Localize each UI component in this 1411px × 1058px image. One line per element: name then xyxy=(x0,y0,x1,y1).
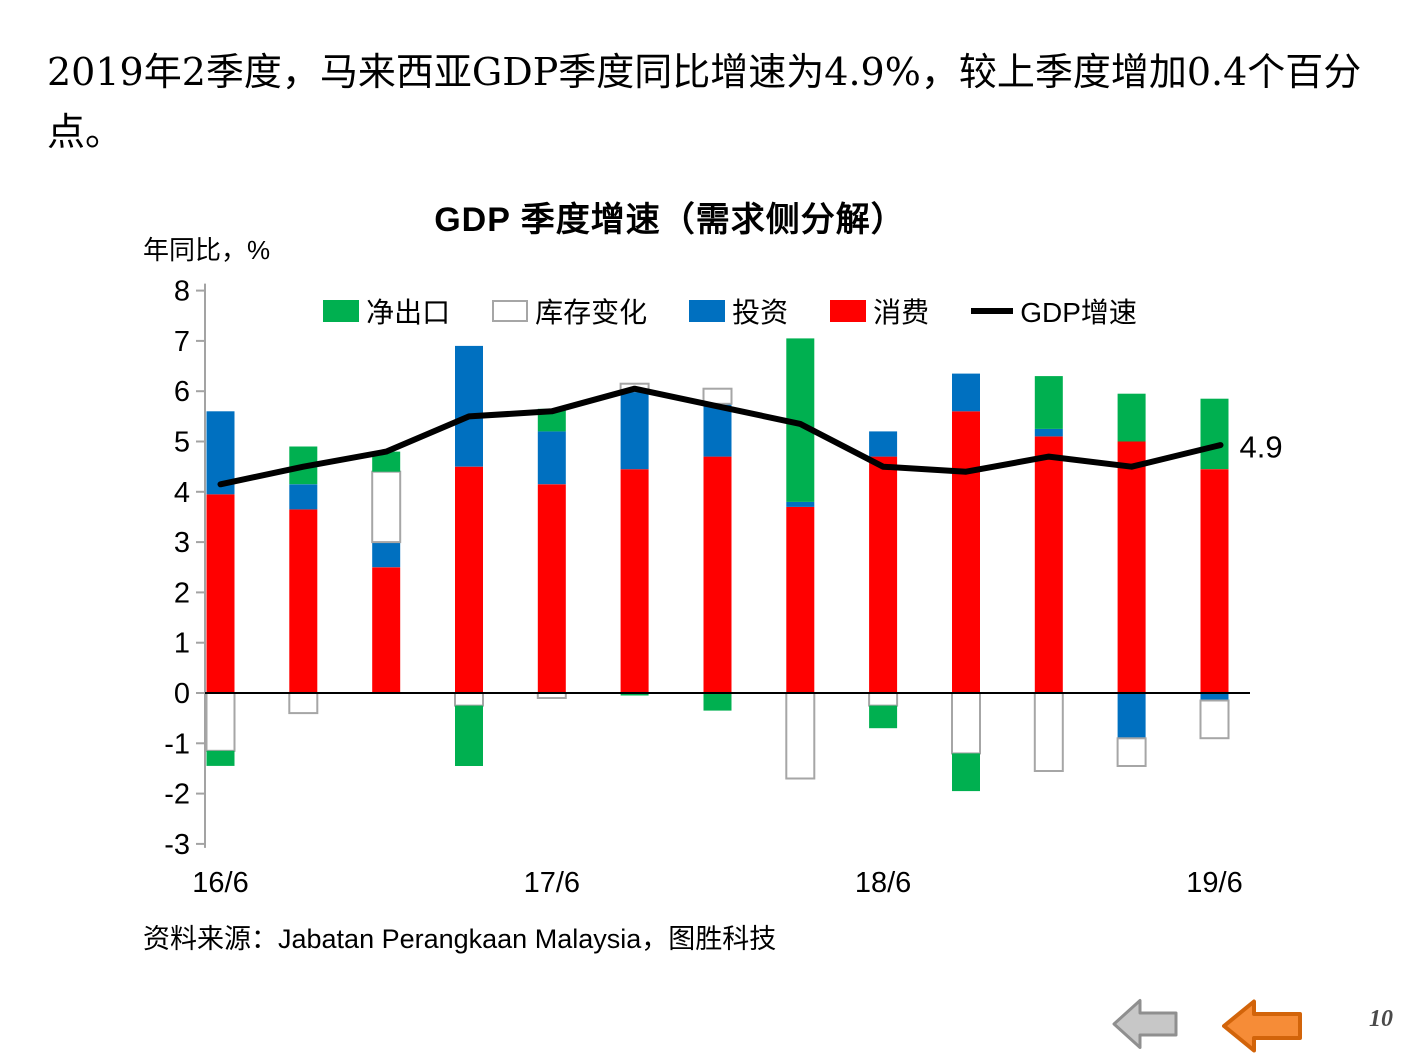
y-axis-tick-label: 3 xyxy=(174,527,190,559)
y-axis-tick-label: 4 xyxy=(174,477,190,509)
bar-segment-consumption-19/3 xyxy=(1117,441,1146,693)
bar-segment-net-exports-19/3 xyxy=(1117,393,1146,442)
bar-segment-inventory-change-19/6 xyxy=(1199,699,1230,740)
y-axis-tick-label: 0 xyxy=(174,678,190,710)
bar-segment-consumption-16/6 xyxy=(206,494,235,693)
bar-segment-consumption-19/6 xyxy=(1200,469,1229,693)
bar-segment-investment-18/9 xyxy=(952,373,980,412)
bar-segment-consumption-18/9 xyxy=(952,411,980,693)
x-axis-tick-label: 19/6 xyxy=(1186,867,1242,899)
bar-segment-investment-19/6 xyxy=(1200,693,1229,701)
legend-item-gdp-growth: GDP增速 xyxy=(971,291,1137,331)
y-axis-tick-label: -3 xyxy=(164,829,190,861)
bar-segment-investment-17/9 xyxy=(620,391,649,470)
bar-segment-consumption-17/3 xyxy=(455,466,483,693)
legend-label: 库存变化 xyxy=(535,297,648,328)
bar-segment-net-exports-16/12 xyxy=(372,451,401,472)
bar-segment-consumption-16/9 xyxy=(289,509,318,693)
bar-segment-consumption-16/12 xyxy=(372,567,401,694)
bar-segment-inventory-change-16/12 xyxy=(371,470,402,544)
prev-slide-arrow-orange[interactable] xyxy=(1222,999,1302,1058)
y-axis-tick-label: 8 xyxy=(174,276,190,308)
bar-segment-net-exports-17/12 xyxy=(703,693,732,711)
bar-segment-inventory-change-18/3 xyxy=(785,692,816,780)
y-axis-tick-label: -1 xyxy=(164,728,190,760)
bar-segment-investment-18/3 xyxy=(786,501,815,507)
bar-segment-net-exports-19/6 xyxy=(1200,398,1229,470)
legend-item-investment: 投资 xyxy=(689,291,788,331)
y-axis-tick-label: 6 xyxy=(174,376,190,408)
legend-color-swatch xyxy=(830,300,867,322)
prev-slide-arrow-gray[interactable] xyxy=(1112,997,1178,1056)
bar-segment-consumption-17/9 xyxy=(620,469,649,693)
y-axis-tick-label: -2 xyxy=(164,779,190,811)
bar-segment-investment-19/3 xyxy=(1117,693,1146,739)
bar-segment-investment-18/12 xyxy=(1034,428,1063,437)
legend-label: 净出口 xyxy=(366,297,451,328)
bar-segment-inventory-change-16/6 xyxy=(205,692,236,752)
bar-segment-inventory-change-19/3 xyxy=(1116,737,1147,767)
y-axis-tick-label: 1 xyxy=(174,628,190,660)
bar-segment-inventory-change-18/12 xyxy=(1033,692,1064,772)
legend-item-consumption: 消费 xyxy=(830,291,929,331)
bar-segment-investment-16/12 xyxy=(372,542,401,568)
legend-line-swatch xyxy=(971,308,1014,314)
bar-segment-net-exports-17/9 xyxy=(620,693,649,696)
bar-segment-consumption-17/6 xyxy=(537,484,566,693)
page-number: 10 xyxy=(1369,1006,1393,1032)
y-axis-unit-label: 年同比，% xyxy=(143,235,271,265)
left-arrow-icon xyxy=(1112,999,1178,1049)
chart-legend: 净出口 库存变化 投资 消费 GDP增速 xyxy=(140,291,1320,331)
chart-title: GDP 季度增速（需求侧分解） xyxy=(434,201,906,239)
bar-segment-net-exports-16/6 xyxy=(206,750,235,766)
legend-color-swatch xyxy=(323,300,360,322)
bar-segment-consumption-18/3 xyxy=(786,506,815,693)
bar-segment-net-exports-18/12 xyxy=(1034,376,1063,429)
bar-segment-inventory-change-17/3 xyxy=(454,692,484,707)
bar-segment-investment-17/12 xyxy=(703,403,732,457)
bar-segment-inventory-change-18/9 xyxy=(951,692,981,755)
legend-color-swatch xyxy=(689,300,726,322)
gdp-growth-line xyxy=(217,385,1224,488)
bar-segment-net-exports-18/9 xyxy=(952,753,980,792)
x-axis-tick-label: 17/6 xyxy=(524,867,580,899)
bar-segment-consumption-18/6 xyxy=(869,456,898,693)
gdp-demand-decomposition-chart: 8 7 6 5 4 3 2 1 0 -1 -2 -316/6 17/6 18/6 19/6 4.9 xyxy=(164,276,1283,899)
legend-item-net-exports: 净出口 xyxy=(323,291,450,331)
bar-segment-consumption-17/12 xyxy=(703,456,732,693)
bar-segment-investment-18/6 xyxy=(869,431,898,457)
y-axis-tick-label: 7 xyxy=(174,326,190,358)
x-axis-tick-label: 16/6 xyxy=(192,867,248,899)
y-axis-tick-label: 5 xyxy=(174,427,190,459)
slide-heading: 2019年2季度，马来西亚GDP季度同比增速为4.9%，较上季度增加0.4个百分… xyxy=(47,50,1362,154)
legend-label: 消费 xyxy=(873,297,930,328)
bar-segment-consumption-18/12 xyxy=(1034,436,1063,693)
bar-segment-inventory-change-16/9 xyxy=(288,692,319,715)
line-end-value-label: 4.9 xyxy=(1240,430,1283,465)
y-axis-tick-label: 2 xyxy=(174,577,190,609)
legend-color-swatch xyxy=(492,300,529,322)
legend-label: 投资 xyxy=(732,297,789,328)
left-arrow-icon xyxy=(1222,999,1302,1053)
bar-segment-net-exports-17/3 xyxy=(455,705,483,766)
bar-segment-inventory-change-18/6 xyxy=(868,692,899,707)
bar-segment-investment-17/3 xyxy=(455,345,483,467)
bar-segment-net-exports-18/6 xyxy=(869,705,898,729)
bar-segment-investment-16/9 xyxy=(289,484,318,510)
legend-label: GDP增速 xyxy=(1020,297,1137,328)
source-note: 资料来源：Jabatan Perangkaan Malaysia，图胜科技 xyxy=(143,924,777,954)
bar-segment-investment-17/6 xyxy=(537,431,566,485)
x-axis-tick-label: 18/6 xyxy=(855,867,911,899)
legend-item-inventory-change: 库存变化 xyxy=(492,291,647,331)
